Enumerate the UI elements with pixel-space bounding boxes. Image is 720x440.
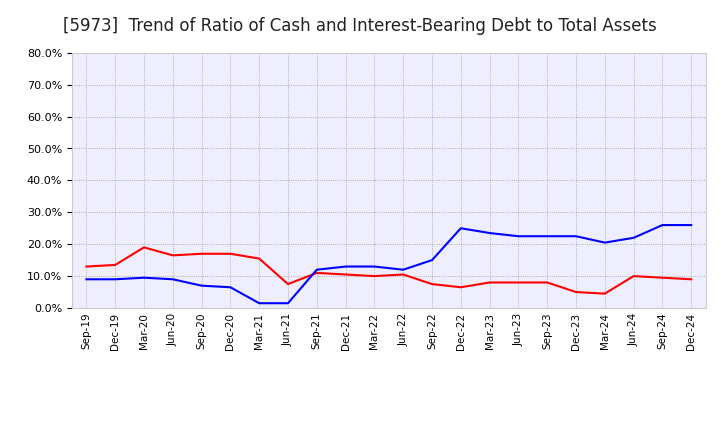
Cash [255, 256, 264, 261]
Interest-Bearing Debt [485, 231, 494, 236]
Interest-Bearing Debt [82, 277, 91, 282]
Cash [687, 277, 696, 282]
Interest-Bearing Debt [255, 301, 264, 306]
Cash [226, 251, 235, 257]
Text: [5973]  Trend of Ratio of Cash and Interest-Bearing Debt to Total Assets: [5973] Trend of Ratio of Cash and Intere… [63, 18, 657, 35]
Interest-Bearing Debt [399, 267, 408, 272]
Cash [341, 272, 350, 277]
Interest-Bearing Debt [629, 235, 638, 240]
Interest-Bearing Debt [197, 283, 206, 288]
Cash [428, 282, 436, 287]
Interest-Bearing Debt [600, 240, 609, 245]
Cash [600, 291, 609, 296]
Interest-Bearing Debt [572, 234, 580, 239]
Cash [168, 253, 177, 258]
Interest-Bearing Debt [312, 267, 321, 272]
Cash [140, 245, 148, 250]
Interest-Bearing Debt [514, 234, 523, 239]
Cash [370, 273, 379, 279]
Interest-Bearing Debt [456, 226, 465, 231]
Cash [82, 264, 91, 269]
Cash [629, 273, 638, 279]
Interest-Bearing Debt [111, 277, 120, 282]
Interest-Bearing Debt [140, 275, 148, 280]
Cash [658, 275, 667, 280]
Interest-Bearing Debt [226, 285, 235, 290]
Cash [514, 280, 523, 285]
Interest-Bearing Debt [428, 257, 436, 263]
Interest-Bearing Debt [658, 222, 667, 228]
Interest-Bearing Debt [284, 301, 292, 306]
Cash [399, 272, 408, 277]
Cash [572, 290, 580, 295]
Cash [284, 282, 292, 287]
Cash [312, 270, 321, 275]
Interest-Bearing Debt [687, 222, 696, 228]
Cash [485, 280, 494, 285]
Interest-Bearing Debt [168, 277, 177, 282]
Interest-Bearing Debt [543, 234, 552, 239]
Cash [543, 280, 552, 285]
Line: Cash: Cash [86, 247, 691, 293]
Cash [456, 285, 465, 290]
Cash [111, 262, 120, 268]
Cash [197, 251, 206, 257]
Line: Interest-Bearing Debt: Interest-Bearing Debt [86, 225, 691, 303]
Interest-Bearing Debt [370, 264, 379, 269]
Interest-Bearing Debt [341, 264, 350, 269]
